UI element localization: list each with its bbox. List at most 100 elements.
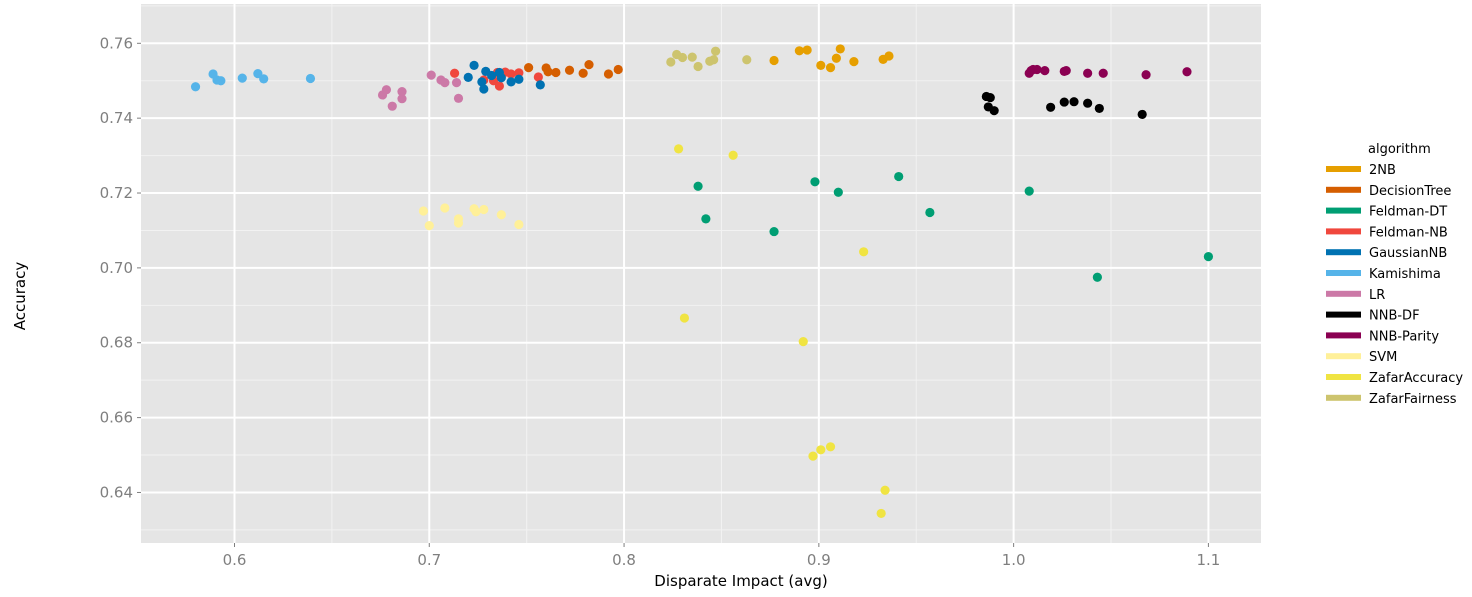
y-axis-title: Accuracy [11,262,29,331]
legend-label-decisiontree: DecisionTree [1369,184,1451,199]
point-nnb-parity [1182,67,1192,77]
point-nnb-df [1083,98,1093,108]
legend-label-nnb-parity: NNB-Parity [1369,329,1439,344]
point-svm [440,203,450,213]
legend-title: algorithm [1368,142,1431,157]
y-tick-label: 0.66 [100,409,133,427]
point-feldman-nb [533,72,543,82]
x-tick-label: 0.8 [612,551,636,569]
point-2nb [849,57,859,67]
point-gaussiannb [469,60,479,70]
point-nnb-parity [1061,66,1071,76]
point-zafarfairness [687,52,697,62]
y-tick-label: 0.70 [100,259,133,277]
point-zafaraccuracy [825,442,836,452]
point-feldman-dt [769,226,779,237]
point-zafarfairness [709,55,719,65]
point-feldman-dt [1092,272,1102,282]
point-feldman-dt [1024,186,1034,196]
legend-key-gaussiannb [1326,249,1361,256]
legend-label-gaussiannb: GaussianNB [1369,246,1447,261]
point-zafaraccuracy [876,508,886,519]
y-tick-label: 0.68 [100,334,133,352]
legend-key-feldman-nb [1326,228,1361,235]
point-nnb-parity [1032,64,1042,75]
minor-gridlines [141,4,1261,543]
point-2nb [802,45,812,55]
point-kamishima [305,73,316,84]
legend-key-2nb [1326,166,1361,172]
data-points [190,44,1214,519]
x-tick-label: 0.7 [417,551,441,569]
legend-label-zafaraccuracy: ZafarAccuracy [1369,371,1463,386]
point-zafaraccuracy [880,485,890,495]
point-lr [426,70,436,80]
point-lr [453,93,464,103]
point-gaussiannb [477,77,487,87]
point-zafarfairness [742,55,752,65]
point-feldman-dt [925,207,935,218]
x-axis-ticks: 0.6 0.7 0.8 0.9 1.0 1.1 [223,543,1220,569]
legend-key-nnb-parity [1326,332,1361,339]
point-kamishima [216,76,226,86]
point-nnb-parity [1141,70,1151,80]
legend-key-feldman-dt [1326,207,1361,214]
plot-panel [141,4,1261,543]
legend: algorithm 2NB DecisionTree Feldman-DT Feldm… [1326,142,1463,407]
point-zafaraccuracy [679,313,690,323]
x-tick-label: 0.6 [223,551,247,569]
x-axis-title: Disparate Impact (avg) [654,572,827,590]
point-zafarfairness [711,46,721,56]
point-gaussiannb [463,72,473,82]
point-svm [496,210,506,220]
point-feldman-dt [1203,252,1214,262]
legend-key-decisiontree [1326,186,1361,193]
legend-label-feldman-nb: Feldman-NB [1369,225,1448,240]
point-feldman-nb [494,81,504,91]
legend-label-2nb: 2NB [1369,163,1396,178]
point-2nb [835,44,845,54]
point-kamishima [190,82,201,92]
point-lr [387,101,397,111]
legend-key-zafarfairness [1326,394,1361,401]
major-gridlines [141,4,1261,543]
legend-key-svm [1326,353,1361,360]
point-nnb-parity [1040,66,1050,76]
point-svm [424,220,434,231]
point-lr [451,78,462,88]
legend-label-lr: LR [1369,288,1385,303]
y-tick-label: 0.72 [100,184,133,202]
point-gaussiannb [479,84,489,94]
point-feldman-dt [810,177,820,187]
point-svm [471,207,481,217]
point-zafaraccuracy [798,337,808,347]
point-feldman-dt [701,214,711,224]
point-decisiontree [564,65,575,75]
point-decisiontree [603,69,614,79]
point-feldman-nb [514,68,524,78]
point-zafaraccuracy [728,150,738,160]
point-feldman-dt [693,181,703,191]
point-decisiontree [524,63,534,73]
point-feldman-nb [506,69,516,79]
legend-key-zafaraccuracy [1326,374,1361,380]
legend-key-kamishima [1326,270,1361,276]
point-nnb-df [1094,103,1104,114]
point-zafaraccuracy [674,144,684,154]
x-tick-label: 1.1 [1196,551,1220,569]
point-2nb [831,53,841,63]
point-svm [514,219,524,230]
point-kamishima [253,69,263,79]
point-lr [381,85,392,95]
point-lr [440,78,450,88]
point-decisiontree [584,60,594,70]
point-gaussiannb [535,80,545,90]
point-2nb [825,63,836,73]
point-feldman-nb [450,68,460,78]
point-zafaraccuracy [816,445,826,455]
point-decisiontree [551,67,561,78]
point-nnb-df [1046,102,1056,112]
point-feldman-dt [894,171,904,182]
legend-label-kamishima: Kamishima [1369,267,1441,282]
legend-label-zafarfairness: ZafarFairness [1369,392,1457,407]
